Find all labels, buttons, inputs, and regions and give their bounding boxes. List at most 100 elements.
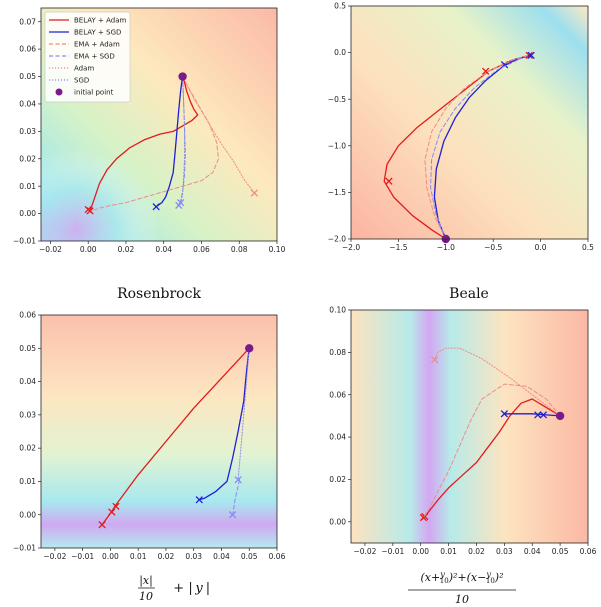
legend-box: [44, 11, 131, 103]
series-line-belay-sgd: [155, 75, 184, 208]
series-line-belay-adam: [89, 75, 199, 212]
x-tick-label: 0.00: [80, 245, 97, 254]
y-tick-label: −1.5: [328, 188, 346, 197]
x-tick-label: −0.02: [39, 245, 62, 254]
legend-item: BELAY + Adam: [49, 17, 127, 25]
svg-text:10: 10: [139, 590, 153, 603]
legend-label: initial point: [74, 89, 114, 97]
y-tick-label: 0.10: [329, 306, 346, 315]
series-line-sgd: [237, 347, 250, 481]
end-marker-belay-adam: [98, 521, 106, 529]
legend-item: BELAY + SGD: [49, 29, 121, 37]
y-tick-label: −0.5: [328, 95, 346, 104]
x-tick-label: 0.02: [158, 552, 175, 561]
end-marker-belay-adam: [112, 502, 120, 511]
series-line-sgd: [180, 76, 185, 204]
svg-text:(x+y10)²+(x−y10)²: (x+y 10)²+(x−y 10)²: [421, 570, 504, 585]
panel-quadratic: [351, 310, 588, 543]
caption-rosenbrock: Rosenbrock: [117, 286, 201, 302]
plot-4: −0.02 −0.01 0.00 0.01 0.02 0.03 0.04 0.05 0.06 0.…: [329, 306, 596, 556]
y-tick-label: 0.01: [19, 477, 36, 486]
y-tick-label: 0.03: [19, 127, 36, 136]
initial-point-marker: [555, 411, 565, 421]
y-tick-label: 0.06: [19, 45, 36, 54]
end-marker-belay-adam: [84, 205, 92, 214]
x-tick-label: −0.01: [71, 552, 94, 561]
y-tick-label: 0.0: [334, 48, 346, 57]
x-tick-label: 0.02: [118, 245, 135, 254]
x-tick-label: 0.02: [468, 547, 485, 556]
svg-text:|x|: |x|: [139, 574, 153, 588]
y-tick-label: 0.5: [334, 2, 346, 11]
y-tick-label: 0.00: [329, 517, 346, 526]
legend-label: EMA + SGD: [74, 53, 115, 61]
end-marker-sgd: [234, 476, 242, 484]
x-tick-label: 0.00: [102, 552, 119, 561]
plot-3: −0.02 −0.01 0.00 0.01 0.02 0.03 0.04 0.05 0.06 −0…: [13, 311, 286, 561]
y-tick-label: 0.08: [329, 348, 346, 357]
end-marker-ema-sgd: [228, 511, 237, 519]
legend-item: SGD: [49, 77, 89, 85]
caption-beale: Beale: [449, 286, 489, 302]
x-tick-label: −0.01: [381, 547, 404, 556]
x-tick-label: −0.02: [353, 547, 376, 556]
legend: BELAY + Adam BELAY + SGD EMA + Adam EMA + S…: [44, 11, 131, 103]
y-tick-label: 0.06: [19, 311, 36, 320]
axes-frame: [40, 314, 278, 549]
series-line-belay-sgd: [198, 347, 250, 501]
x-tick-label: −0.02: [43, 552, 66, 561]
x-tick-label: 0.06: [269, 552, 286, 561]
y-tick-label: 0.05: [19, 344, 36, 353]
series-line-adam: [182, 76, 255, 194]
legend-initial-point-marker: [55, 88, 63, 96]
series-line-ema-sgd: [430, 57, 523, 240]
plot-2: −2.0 −1.5 −1.0 −0.5 0.0 0.5 −2.0 −1.5 −1.0 −0.5 0.…: [328, 2, 594, 252]
y-tick-label: −2.0: [328, 235, 346, 244]
x-tick-label: 0.05: [241, 552, 258, 561]
axes-frame: [350, 5, 589, 240]
series-line-ema-adam: [424, 54, 530, 240]
axes-frame: [350, 309, 589, 544]
panel-abs: [41, 315, 277, 548]
caption-quadratic-formula: (x+y 10)²+(x−y 10)² 10: [408, 570, 516, 606]
end-marker-belay-adam: [108, 508, 116, 516]
y-tick-label: 0.04: [19, 377, 36, 386]
end-marker-belay-sgd: [534, 411, 542, 419]
end-marker-sgd: [177, 198, 185, 207]
x-tick-label: 0.04: [213, 552, 230, 561]
svg-text:|: |: [206, 581, 210, 596]
series-line-adam: [434, 347, 561, 417]
y-tick-label: 0.02: [19, 154, 36, 163]
x-tick-label: 0.01: [130, 552, 147, 561]
x-tick-label: −2.0: [342, 243, 360, 252]
series-line-belay-adam: [422, 398, 561, 519]
svg-text:10: 10: [455, 593, 469, 606]
initial-point-marker: [245, 344, 254, 353]
x-tick-label: −0.5: [484, 243, 502, 252]
chart-marks: −0.02 0.00 0.02 0.04 0.06 0.08 0.10 −0.01 0.00 0.…: [13, 2, 597, 561]
initial-point-marker: [178, 72, 187, 81]
legend-item: EMA + SGD: [49, 53, 115, 61]
legend-label: BELAY + Adam: [74, 17, 127, 25]
legend-label: SGD: [74, 77, 89, 85]
caption-abs-formula: |x| 10 + | y |: [138, 574, 210, 603]
end-marker-belay-sgd: [500, 410, 509, 418]
y-tick-label: 0.00: [19, 510, 36, 519]
end-marker-belay-sgd: [539, 411, 548, 419]
svg-text:+ |: + |: [173, 581, 192, 596]
y-tick-label: 0.01: [19, 182, 36, 191]
x-tick-label: 0.06: [193, 245, 210, 254]
x-tick-label: 0.05: [552, 547, 569, 556]
axes-frame: [40, 7, 278, 242]
y-tick-label: −1.0: [328, 141, 346, 150]
y-tick-label: 0.02: [19, 444, 36, 453]
x-tick-label: −1.0: [437, 243, 455, 252]
series-line-ema-adam: [423, 383, 561, 519]
x-tick-label: 0.04: [155, 245, 172, 254]
y-tick-label: 0.00: [19, 209, 36, 218]
x-tick-label: −1.5: [389, 243, 407, 252]
x-tick-label: 0.08: [231, 245, 248, 254]
legend-item: EMA + Adam: [49, 41, 120, 49]
series-line-belay-adam: [101, 347, 250, 526]
end-marker-belay-sgd: [195, 496, 203, 504]
